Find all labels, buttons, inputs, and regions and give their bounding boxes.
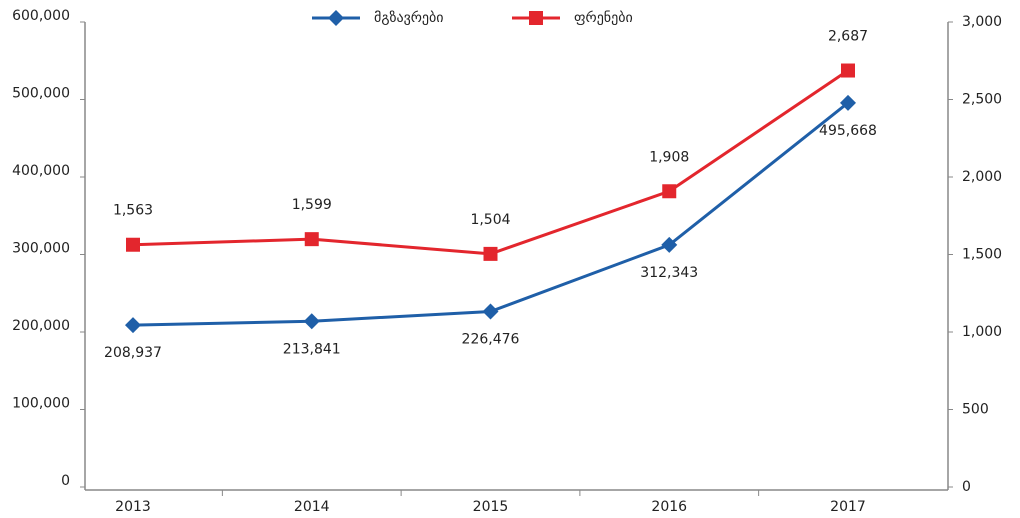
y2-tick-label: 0 [962,479,971,495]
legend-label: ფრენები [574,9,633,26]
point [661,236,678,253]
y-tick-label: 600,000 [12,8,70,24]
legend-marker [328,10,344,26]
data-label: 495,668 [819,123,877,139]
data-label: 1,599 [292,197,332,213]
data-label: 312,343 [640,265,698,281]
data-label: 1,563 [113,203,153,219]
x-tick-label: 2016 [651,499,687,515]
data-label: 2,687 [828,29,868,45]
point [304,232,319,247]
x-tick-label: 2014 [294,499,330,515]
x-tick-label: 2015 [473,499,509,515]
y-tick-label: 500,000 [12,86,70,102]
y-tick-label: 0 [61,473,70,489]
point [662,184,677,199]
y-tick-label: 200,000 [12,318,70,334]
y2-tick-label: 2,500 [962,92,1002,108]
data-label: 208,937 [104,345,162,361]
y2-tick-label: 3,000 [962,14,1002,30]
y2-tick-label: 1,000 [962,324,1002,340]
data-label: 1,908 [649,149,689,165]
data-label: 213,841 [283,341,341,357]
legend-marker [529,11,543,25]
y-tick-label: 400,000 [12,163,70,179]
y2-tick-label: 1,500 [962,247,1002,263]
point [125,317,141,334]
point [841,63,855,78]
x-tick-label: 2017 [830,499,866,515]
x-tick-label: 2013 [115,499,151,515]
legend-label: მგზავრები [374,9,444,26]
y-tick-label: 100,000 [12,396,70,412]
data-label: 1,504 [470,212,510,228]
y-tick-label: 300,000 [12,241,70,257]
y2-tick-label: 2,000 [962,169,1002,185]
point [482,303,499,320]
point [483,246,498,261]
point [840,94,856,111]
point [126,237,140,252]
point [303,313,320,330]
data-label: 226,476 [462,331,520,347]
y2-tick-label: 500 [962,402,989,418]
